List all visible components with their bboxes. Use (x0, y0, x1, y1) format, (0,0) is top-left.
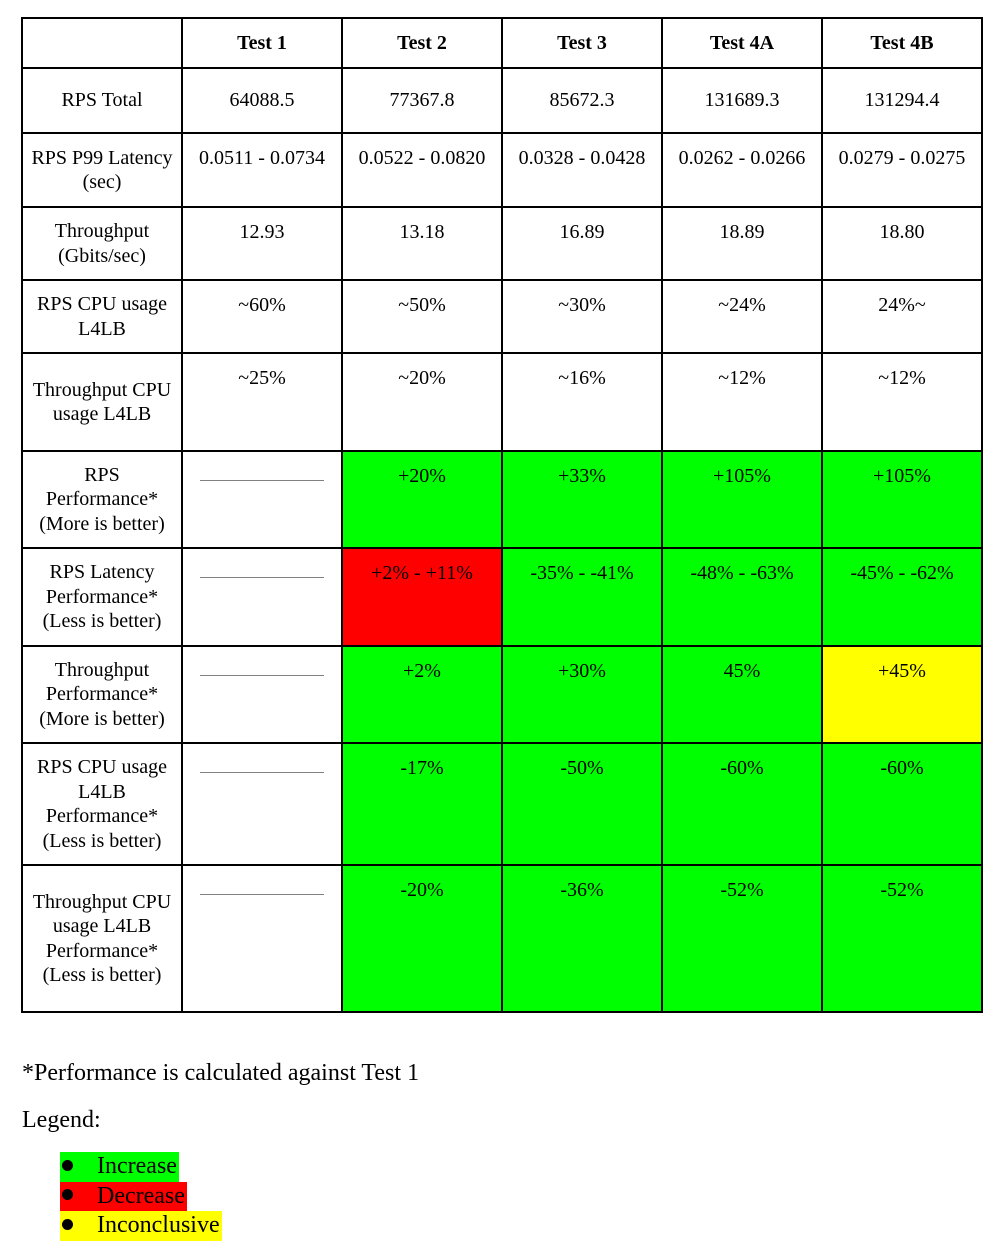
header-row: Test 1 Test 2 Test 3 Test 4A Test 4B (21, 17, 983, 69)
legend-swatch-decrease: Decrease (60, 1181, 187, 1211)
baseline-cell (181, 547, 343, 647)
table-cell: 13.18 (341, 206, 503, 281)
header-test-2: Test 2 (341, 17, 503, 69)
table-cell: ~24% (661, 279, 823, 354)
legend-label: Increase (97, 1153, 177, 1179)
table-cell: -60% (821, 742, 983, 866)
baseline-cell (181, 864, 343, 1013)
baseline-dash (200, 772, 324, 773)
legend-list: Increase Decrease Inconclusive (60, 1152, 222, 1241)
legend-item-decrease: Decrease (60, 1181, 222, 1211)
table-cell: 0.0522 - 0.0820 (341, 132, 503, 208)
row-label: RPS CPU usage L4LB (21, 279, 183, 354)
table-cell: +2% (341, 645, 503, 744)
table-row: Throughput CPU usage L4LB Performance* (… (21, 864, 983, 1013)
table-cell: +30% (501, 645, 663, 744)
table-cell: +105% (821, 450, 983, 549)
bullet-icon (62, 1189, 73, 1201)
legend-swatch-increase: Increase (60, 1152, 179, 1182)
table-cell: -17% (341, 742, 503, 866)
table-cell: 12.93 (181, 206, 343, 281)
legend-item-inconclusive: Inconclusive (60, 1211, 222, 1241)
table-cell: -36% (501, 864, 663, 1013)
table-cell: -45% - -62% (821, 547, 983, 647)
table-cell: -60% (661, 742, 823, 866)
legend-item-increase: Increase (60, 1152, 222, 1182)
bullet-icon (62, 1159, 73, 1171)
table-cell: 64088.5 (181, 67, 343, 134)
table-cell: ~20% (341, 352, 503, 452)
table-cell: 0.0262 - 0.0266 (661, 132, 823, 208)
baseline-dash (200, 675, 324, 676)
table-cell: +2% - +11% (341, 547, 503, 647)
table-cell: -50% (501, 742, 663, 866)
table-cell: -35% - -41% (501, 547, 663, 647)
bullet-icon (62, 1218, 73, 1230)
table-cell: -52% (661, 864, 823, 1013)
table-row: Throughput Performance* (More is better)… (21, 645, 983, 744)
legend-swatch-inconclusive: Inconclusive (60, 1211, 222, 1241)
table-cell: +20% (341, 450, 503, 549)
header-test-4b: Test 4B (821, 17, 983, 69)
table-row: Throughput (Gbits/sec) 12.93 13.18 16.89… (21, 206, 983, 281)
table-cell: 131294.4 (821, 67, 983, 134)
table-cell: ~12% (661, 352, 823, 452)
table-cell: ~12% (821, 352, 983, 452)
header-corner-cell (21, 17, 183, 69)
table-cell: -20% (341, 864, 503, 1013)
table-cell: -48% - -63% (661, 547, 823, 647)
header-test-1: Test 1 (181, 17, 343, 69)
table-cell: 0.0328 - 0.0428 (501, 132, 663, 208)
row-label: Throughput (Gbits/sec) (21, 206, 183, 281)
table-cell: ~25% (181, 352, 343, 452)
legend-label: Inconclusive (97, 1212, 220, 1238)
table-cell: 85672.3 (501, 67, 663, 134)
table-cell: -52% (821, 864, 983, 1013)
legend-title: Legend: (22, 1107, 101, 1133)
table-cell: 18.80 (821, 206, 983, 281)
table-cell: +45% (821, 645, 983, 744)
table-row: RPS Latency Performance* (Less is better… (21, 547, 983, 647)
table-row: RPS CPU usage L4LB Performance* (Less is… (21, 742, 983, 866)
table-row: RPS Total 64088.5 77367.8 85672.3 131689… (21, 67, 983, 134)
table-cell: ~16% (501, 352, 663, 452)
baseline-cell (181, 645, 343, 744)
table-cell: ~50% (341, 279, 503, 354)
row-label: RPS CPU usage L4LB Performance* (Less is… (21, 742, 183, 866)
table-cell: ~60% (181, 279, 343, 354)
table-cell: +33% (501, 450, 663, 549)
row-label: Throughput CPU usage L4LB Performance* (… (21, 864, 183, 1013)
table-cell: 0.0279 - 0.0275 (821, 132, 983, 208)
baseline-dash (200, 894, 324, 895)
performance-footnote: *Performance is calculated against Test … (22, 1060, 420, 1086)
table-cell: 45% (661, 645, 823, 744)
table-cell: 0.0511 - 0.0734 (181, 132, 343, 208)
results-table: Test 1 Test 2 Test 3 Test 4A Test 4B RPS… (21, 17, 983, 1013)
baseline-cell (181, 742, 343, 866)
header-test-4a: Test 4A (661, 17, 823, 69)
baseline-cell (181, 450, 343, 549)
table-row: RPS CPU usage L4LB ~60% ~50% ~30% ~24% 2… (21, 279, 983, 354)
row-label: Throughput CPU usage L4LB (21, 352, 183, 452)
row-label: Throughput Performance* (More is better) (21, 645, 183, 744)
table-row: RPS P99 Latency (sec) 0.0511 - 0.0734 0.… (21, 132, 983, 208)
row-label: RPS Total (21, 67, 183, 134)
table-cell: 18.89 (661, 206, 823, 281)
row-label: RPS Latency Performance* (Less is better… (21, 547, 183, 647)
header-test-3: Test 3 (501, 17, 663, 69)
table-row: Throughput CPU usage L4LB ~25% ~20% ~16%… (21, 352, 983, 452)
table-cell: ~30% (501, 279, 663, 354)
table-cell: 16.89 (501, 206, 663, 281)
baseline-dash (200, 577, 324, 578)
table-row: RPS Performance* (More is better) +20% +… (21, 450, 983, 549)
table-cell: 77367.8 (341, 67, 503, 134)
table-cell: 24%~ (821, 279, 983, 354)
table-cell: 131689.3 (661, 67, 823, 134)
table-cell: +105% (661, 450, 823, 549)
row-label: RPS Performance* (More is better) (21, 450, 183, 549)
legend-label: Decrease (97, 1182, 185, 1209)
baseline-dash (200, 480, 324, 481)
row-label: RPS P99 Latency (sec) (21, 132, 183, 208)
